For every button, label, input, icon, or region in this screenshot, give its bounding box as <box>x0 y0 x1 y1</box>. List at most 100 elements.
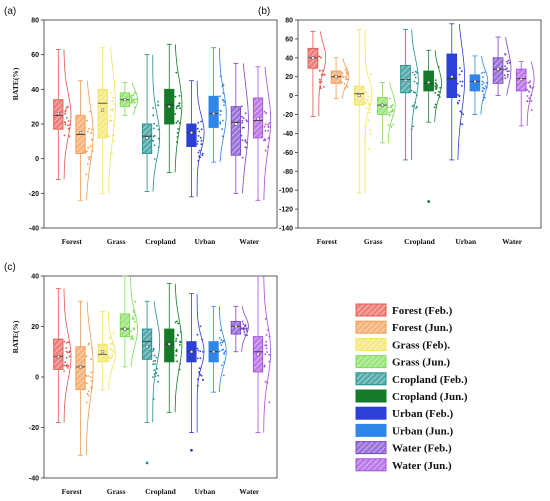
data-point <box>268 335 271 338</box>
data-point <box>244 112 247 115</box>
data-point <box>369 73 372 76</box>
data-point <box>152 114 155 117</box>
data-point <box>68 351 71 354</box>
box-water_jun <box>252 66 272 201</box>
data-point <box>63 121 66 124</box>
data-point <box>199 357 202 360</box>
data-point <box>364 134 367 137</box>
box-forest_feb <box>53 49 72 180</box>
data-point <box>175 354 178 357</box>
data-point <box>85 173 88 176</box>
category-label: Cropland <box>145 237 177 246</box>
legend-item: Grass (Jun.) <box>355 355 450 369</box>
data-point <box>219 122 222 125</box>
data-point <box>343 82 346 85</box>
data-point <box>66 116 68 119</box>
category-label: Urban <box>194 487 216 496</box>
data-point <box>346 78 349 81</box>
box-crop_jun <box>164 43 183 173</box>
data-point <box>504 53 507 56</box>
data-point <box>132 93 135 96</box>
data-point <box>134 300 137 303</box>
data-point <box>221 128 224 131</box>
y-tick-label: 0 <box>289 93 293 100</box>
data-point <box>434 103 437 106</box>
legend-label: Grass (Feb). <box>392 339 450 351</box>
data-point <box>157 104 159 106</box>
data-point <box>413 80 416 83</box>
y-tick-label: -140 <box>279 226 293 233</box>
mean-marker <box>496 67 500 71</box>
box-rect <box>469 74 481 92</box>
data-point <box>346 71 349 74</box>
data-point <box>113 351 116 353</box>
data-point <box>242 323 245 325</box>
mean-marker <box>56 112 60 116</box>
data-point <box>265 334 268 336</box>
data-point <box>133 91 136 94</box>
data-point <box>268 136 271 139</box>
data-point <box>198 371 201 373</box>
data-point <box>176 141 178 144</box>
data-point <box>415 107 417 110</box>
box-forest_jun <box>75 80 94 201</box>
data-point <box>200 120 203 123</box>
data-point <box>414 76 417 79</box>
data-point <box>526 100 529 103</box>
data-point <box>341 72 344 74</box>
data-point <box>265 340 267 343</box>
box-crop_jun <box>423 49 442 123</box>
data-point <box>63 370 65 372</box>
box-rect <box>119 313 130 338</box>
data-point <box>503 68 505 71</box>
data-point <box>506 70 509 73</box>
data-point <box>156 124 158 127</box>
box-urban_jun <box>208 47 227 163</box>
data-point <box>267 329 269 331</box>
data-point <box>91 347 93 350</box>
data-point <box>111 134 114 136</box>
data-point <box>414 91 417 94</box>
density-curve <box>364 29 373 193</box>
density-curve <box>86 80 94 201</box>
data-point <box>458 95 461 98</box>
density-curve <box>341 57 350 99</box>
density-curve <box>131 82 138 116</box>
data-point <box>317 55 320 58</box>
data-point <box>434 79 437 81</box>
legend-item: Forest (Jun.) <box>355 320 453 334</box>
y-tick-label: 60 <box>31 52 39 59</box>
box-water_jun <box>515 61 535 127</box>
y-tick-label: 20 <box>285 74 293 81</box>
data-point <box>89 110 91 113</box>
data-point <box>67 124 69 127</box>
data-point <box>240 134 243 137</box>
data-point <box>65 347 68 349</box>
box-crop_jun <box>164 283 183 413</box>
legend-swatch <box>355 355 387 369</box>
box-water_jun <box>252 275 272 433</box>
data-point <box>461 123 464 126</box>
data-point <box>388 113 391 116</box>
data-point <box>410 128 413 131</box>
panel-label: (a) <box>4 6 16 17</box>
legend-label: Forest (Feb.) <box>392 305 453 317</box>
data-point <box>196 357 199 360</box>
data-point <box>341 81 343 84</box>
data-point <box>241 121 244 124</box>
data-point <box>152 360 155 363</box>
data-point <box>154 375 157 378</box>
data-point <box>416 82 418 85</box>
data-point <box>197 384 199 387</box>
data-point <box>458 99 461 102</box>
legend-item: Water (Jun.) <box>355 458 452 472</box>
data-point <box>197 151 200 154</box>
data-point <box>131 318 134 320</box>
data-point <box>434 85 437 87</box>
data-point <box>133 311 135 314</box>
data-point <box>200 128 203 131</box>
data-point <box>178 122 181 124</box>
data-point <box>391 108 394 111</box>
data-point <box>318 81 321 83</box>
